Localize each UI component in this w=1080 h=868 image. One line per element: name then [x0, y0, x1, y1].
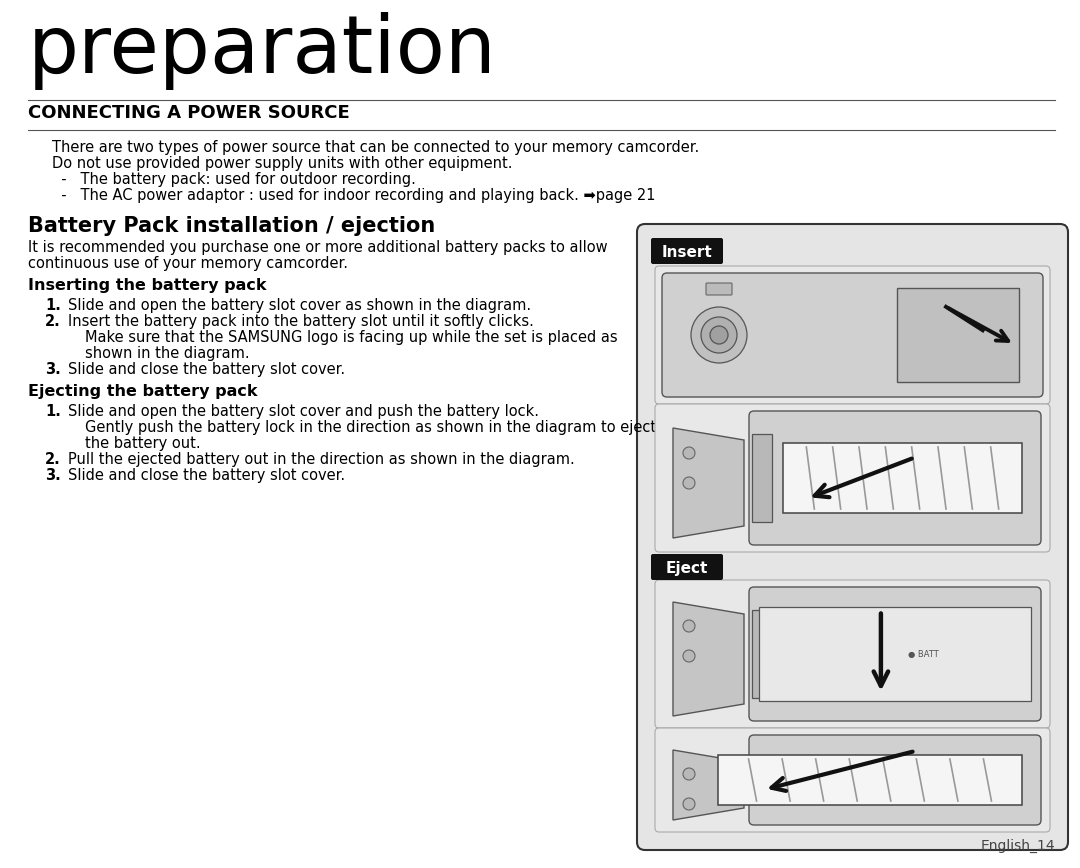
FancyBboxPatch shape: [706, 283, 732, 295]
Text: Slide and close the battery slot cover.: Slide and close the battery slot cover.: [68, 468, 346, 483]
Text: Pull the ejected battery out in the direction as shown in the diagram.: Pull the ejected battery out in the dire…: [68, 452, 575, 467]
FancyBboxPatch shape: [662, 273, 1043, 397]
FancyBboxPatch shape: [750, 735, 1041, 825]
Text: Slide and open the battery slot cover and push the battery lock.: Slide and open the battery slot cover an…: [68, 404, 539, 419]
Text: Do not use provided power supply units with other equipment.: Do not use provided power supply units w…: [52, 156, 513, 171]
FancyBboxPatch shape: [752, 610, 772, 698]
Text: -   The battery pack: used for outdoor recording.: - The battery pack: used for outdoor rec…: [52, 172, 416, 187]
Text: Battery Pack installation / ejection: Battery Pack installation / ejection: [28, 216, 435, 236]
FancyBboxPatch shape: [654, 404, 1050, 552]
Text: continuous use of your memory camcorder.: continuous use of your memory camcorder.: [28, 256, 348, 271]
Text: Insert: Insert: [662, 245, 713, 260]
Text: 3.: 3.: [45, 468, 60, 483]
Text: -   The AC power adaptor : used for indoor recording and playing back. ➡page 21: - The AC power adaptor : used for indoor…: [52, 188, 656, 203]
Circle shape: [683, 620, 696, 632]
Text: ● BATT: ● BATT: [908, 649, 939, 659]
FancyBboxPatch shape: [651, 554, 723, 580]
FancyBboxPatch shape: [783, 443, 1022, 513]
FancyBboxPatch shape: [897, 288, 1020, 382]
Circle shape: [683, 768, 696, 780]
FancyBboxPatch shape: [759, 607, 1031, 701]
FancyBboxPatch shape: [654, 580, 1050, 728]
Text: It is recommended you purchase one or more additional battery packs to allow: It is recommended you purchase one or mo…: [28, 240, 608, 255]
Circle shape: [701, 317, 737, 353]
FancyBboxPatch shape: [750, 587, 1041, 721]
Text: Make sure that the SAMSUNG logo is facing up while the set is placed as: Make sure that the SAMSUNG logo is facin…: [85, 330, 618, 345]
Polygon shape: [673, 750, 744, 820]
Text: Gently push the battery lock in the direction as shown in the diagram to eject: Gently push the battery lock in the dire…: [85, 420, 657, 435]
FancyBboxPatch shape: [718, 755, 1022, 805]
Text: English_14: English_14: [981, 838, 1055, 853]
Text: Slide and close the battery slot cover.: Slide and close the battery slot cover.: [68, 362, 346, 377]
Text: Ejecting the battery pack: Ejecting the battery pack: [28, 384, 257, 399]
Text: 2.: 2.: [45, 314, 60, 329]
FancyBboxPatch shape: [752, 434, 772, 522]
Text: the battery out.: the battery out.: [85, 436, 201, 451]
Polygon shape: [673, 428, 744, 538]
Text: 3.: 3.: [45, 362, 60, 377]
Text: Inserting the battery pack: Inserting the battery pack: [28, 278, 267, 293]
Circle shape: [683, 447, 696, 459]
Text: 1.: 1.: [45, 404, 60, 419]
Text: Eject: Eject: [665, 561, 708, 576]
Circle shape: [691, 307, 747, 363]
Text: preparation: preparation: [28, 12, 497, 90]
Text: shown in the diagram.: shown in the diagram.: [85, 346, 249, 361]
Circle shape: [683, 650, 696, 662]
FancyBboxPatch shape: [750, 411, 1041, 545]
FancyBboxPatch shape: [637, 224, 1068, 850]
Circle shape: [683, 477, 696, 489]
Text: CONNECTING A POWER SOURCE: CONNECTING A POWER SOURCE: [28, 104, 350, 122]
Text: Slide and open the battery slot cover as shown in the diagram.: Slide and open the battery slot cover as…: [68, 298, 531, 313]
Circle shape: [710, 326, 728, 344]
Polygon shape: [673, 602, 744, 716]
FancyBboxPatch shape: [651, 238, 723, 264]
FancyBboxPatch shape: [654, 266, 1050, 404]
FancyBboxPatch shape: [654, 728, 1050, 832]
Text: 2.: 2.: [45, 452, 60, 467]
Text: Insert the battery pack into the battery slot until it softly clicks.: Insert the battery pack into the battery…: [68, 314, 534, 329]
Text: 1.: 1.: [45, 298, 60, 313]
Text: There are two types of power source that can be connected to your memory camcord: There are two types of power source that…: [52, 140, 699, 155]
Circle shape: [683, 798, 696, 810]
